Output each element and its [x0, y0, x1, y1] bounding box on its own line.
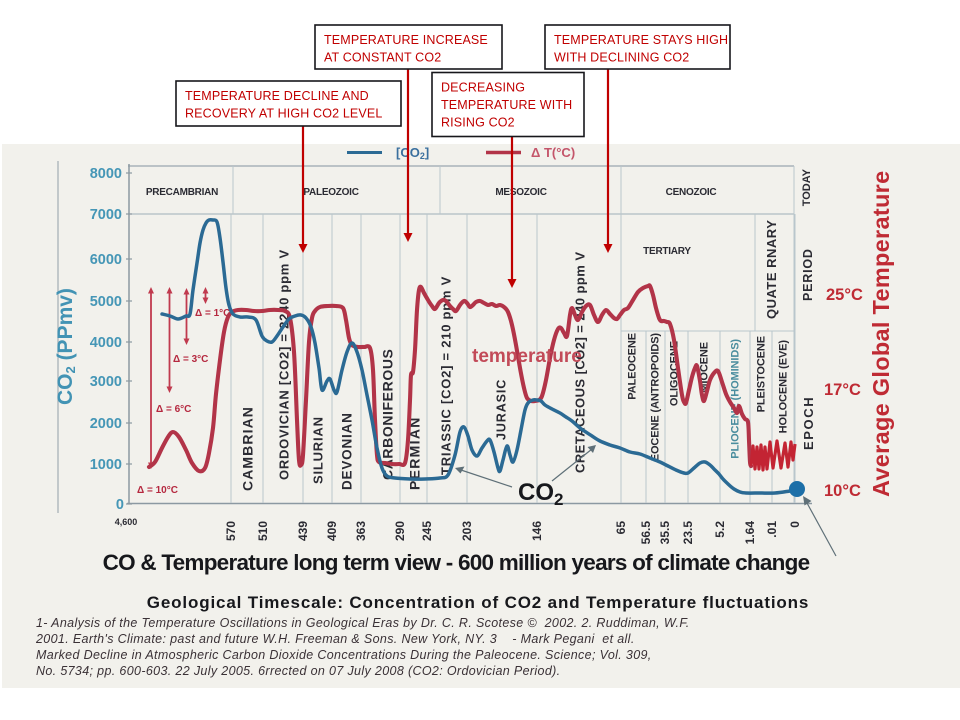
svg-text:TEMPERATURE WITH: TEMPERATURE WITH [441, 98, 572, 112]
svg-text:570: 570 [224, 521, 238, 541]
svg-text:WITH DECLINING CO2: WITH DECLINING CO2 [554, 51, 689, 65]
svg-text:Δ = 6°C: Δ = 6°C [156, 404, 191, 415]
svg-text:23.5: 23.5 [681, 521, 695, 545]
svg-text:5000: 5000 [90, 294, 122, 310]
svg-text:363: 363 [354, 521, 368, 541]
svg-text:DECREASING: DECREASING [441, 81, 525, 95]
svg-text:No. 5734; pp. 600-603. 22 July: No. 5734; pp. 600-603. 22 July 2005. 6rr… [36, 664, 561, 678]
svg-text:TRIASSIC [CO2] = 210 ppm V: TRIASSIC [CO2] = 210 ppm V [439, 276, 454, 475]
svg-text:PRECAMBRIAN: PRECAMBRIAN [146, 187, 218, 198]
svg-text:DEVONIAN: DEVONIAN [340, 412, 355, 490]
svg-text:TERTIARY: TERTIARY [643, 246, 691, 257]
svg-text:RISING CO2: RISING CO2 [441, 116, 515, 130]
svg-text:3000: 3000 [90, 374, 122, 390]
svg-text:ORDOVICIAN [CO2] = 2240 ppm V: ORDOVICIAN [CO2] = 2240 ppm V [277, 249, 292, 480]
svg-text:CENOZOIC: CENOZOIC [666, 187, 717, 198]
svg-text:0: 0 [788, 521, 802, 528]
svg-text:6000: 6000 [90, 252, 122, 268]
svg-text:PALEOCENE: PALEOCENE [627, 333, 639, 400]
svg-text:10°C: 10°C [824, 482, 861, 500]
svg-text:146: 146 [530, 521, 544, 541]
svg-text:QUATE RNARY: QUATE RNARY [764, 220, 779, 319]
svg-text:JURASIC: JURASIC [495, 379, 509, 440]
svg-text:203: 203 [460, 521, 474, 541]
svg-text:4000: 4000 [90, 335, 122, 351]
svg-text:SILURIAN: SILURIAN [311, 416, 326, 484]
svg-text:[CO2]: [CO2] [396, 145, 429, 161]
svg-text:5.2: 5.2 [713, 521, 727, 538]
svg-text:MESOZOIC: MESOZOIC [495, 187, 546, 198]
svg-text:56.5: 56.5 [639, 521, 653, 545]
svg-text:CAMBRIAN: CAMBRIAN [240, 406, 256, 491]
svg-text:.01: .01 [765, 521, 779, 538]
svg-text:409: 409 [325, 521, 339, 541]
svg-text:Δ = 3°C: Δ = 3°C [173, 354, 208, 365]
svg-text:0: 0 [116, 497, 124, 513]
svg-text:1.64: 1.64 [743, 521, 757, 545]
svg-text:7000: 7000 [90, 207, 122, 223]
svg-text:1000: 1000 [90, 457, 122, 473]
svg-text:510: 510 [256, 521, 270, 541]
svg-text:245: 245 [420, 521, 434, 541]
svg-text:8000: 8000 [90, 166, 122, 182]
svg-text:Δ = 10°C: Δ = 10°C [137, 485, 178, 496]
svg-text:temperature: temperature [472, 346, 582, 367]
svg-text:Δ = 1°C: Δ = 1°C [195, 308, 230, 319]
svg-text:CARBONIFEROUS: CARBONIFEROUS [380, 349, 396, 480]
svg-text:TEMPERATURE DECLINE AND: TEMPERATURE DECLINE AND [185, 89, 369, 103]
svg-text:Δ T(°C): Δ T(°C) [531, 145, 575, 160]
svg-text:PERMIAN: PERMIAN [407, 416, 423, 490]
svg-text:290: 290 [393, 521, 407, 541]
svg-text:AT CONSTANT CO2: AT CONSTANT CO2 [324, 51, 441, 65]
svg-text:Geological Timescale: Concentr: Geological Timescale: Concentration of C… [147, 593, 809, 612]
svg-text:2000: 2000 [90, 416, 122, 432]
svg-text:RECOVERY AT HIGH CO2 LEVEL: RECOVERY AT HIGH CO2 LEVEL [185, 107, 383, 121]
svg-text:439: 439 [296, 521, 310, 541]
svg-text:CO2 (PPmv): CO2 (PPmv) [54, 288, 78, 405]
svg-text:PLEISTOCENE: PLEISTOCENE [756, 336, 768, 412]
svg-text:HOLOCENE (EVE): HOLOCENE (EVE) [778, 340, 790, 434]
svg-text:65: 65 [614, 521, 628, 535]
svg-text:PALEOZOIC: PALEOZOIC [303, 187, 358, 198]
svg-text:TEMPERATURE STAYS HIGH: TEMPERATURE STAYS HIGH [554, 33, 728, 47]
svg-text:CO & Temperature long term vie: CO & Temperature long term view - 600 mi… [103, 550, 810, 575]
svg-text:TEMPERATURE INCREASE: TEMPERATURE INCREASE [324, 33, 488, 47]
svg-text:Marked Decline in Atmospheric: Marked Decline in Atmospheric Carbon Dio… [36, 648, 652, 662]
svg-text:4,600: 4,600 [115, 517, 138, 527]
svg-text:PERIOD: PERIOD [801, 248, 815, 301]
svg-text:2001. Earth's Climate: past an: 2001. Earth's Climate: past and future W… [35, 632, 635, 646]
svg-text:25°C: 25°C [826, 286, 863, 304]
svg-text:17°C: 17°C [824, 381, 861, 399]
svg-text:PLIOCENE (HOMINIDS): PLIOCENE (HOMINIDS) [730, 339, 742, 459]
svg-text:EOCENE (ANTROPOIDS): EOCENE (ANTROPOIDS) [650, 333, 662, 462]
svg-text:Average Global Temperature: Average Global Temperature [868, 171, 894, 497]
svg-text:TODAY: TODAY [801, 168, 813, 206]
svg-text:1- Analysis of the Temperature: 1- Analysis of the Temperature Oscillati… [36, 616, 690, 630]
svg-text:35.5: 35.5 [658, 521, 672, 545]
svg-text:EPOCH: EPOCH [801, 396, 816, 450]
